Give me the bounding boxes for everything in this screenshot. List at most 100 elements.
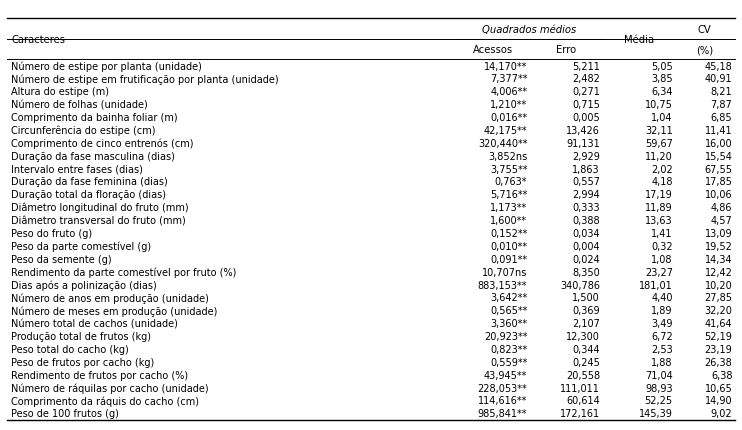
Text: Erro: Erro [556, 45, 576, 55]
Text: 1,88: 1,88 [651, 357, 673, 367]
Text: Número de anos em produção (unidade): Número de anos em produção (unidade) [11, 292, 209, 303]
Text: 3,85: 3,85 [651, 74, 673, 84]
Text: 10,65: 10,65 [705, 383, 732, 393]
Text: 0,344: 0,344 [572, 344, 600, 354]
Text: Acessos: Acessos [473, 45, 513, 55]
Text: 32,11: 32,11 [645, 126, 673, 135]
Text: 15,54: 15,54 [704, 151, 732, 161]
Text: (%): (%) [696, 45, 713, 55]
Text: Número de ráquilas por cacho (unidade): Número de ráquilas por cacho (unidade) [11, 382, 209, 393]
Text: Número total de cachos (unidade): Número total de cachos (unidade) [11, 319, 178, 329]
Text: 12,42: 12,42 [704, 267, 732, 277]
Text: 71,04: 71,04 [645, 370, 673, 380]
Text: 13,09: 13,09 [705, 228, 732, 238]
Text: 6,38: 6,38 [711, 370, 732, 380]
Text: Peso de frutos por cacho (kg): Peso de frutos por cacho (kg) [11, 357, 154, 367]
Text: 1,210**: 1,210** [490, 100, 528, 110]
Text: Peso da semente (g): Peso da semente (g) [11, 254, 112, 264]
Text: Comprimento de cinco entrenós (cm): Comprimento de cinco entrenós (cm) [11, 138, 194, 149]
Text: 5,716**: 5,716** [490, 190, 528, 200]
Text: 1,863: 1,863 [572, 164, 600, 174]
Text: 43,945**: 43,945** [484, 370, 528, 380]
Text: 23,27: 23,27 [645, 267, 673, 277]
Text: Número de folhas (unidade): Número de folhas (unidade) [11, 100, 148, 110]
Text: 0,388: 0,388 [572, 215, 600, 226]
Text: 1,41: 1,41 [651, 228, 673, 238]
Text: Número de estipe em frutificação por planta (unidade): Número de estipe em frutificação por pla… [11, 74, 279, 84]
Text: 20,923**: 20,923** [484, 331, 528, 341]
Text: 45,18: 45,18 [705, 61, 732, 71]
Text: 16,00: 16,00 [705, 138, 732, 148]
Text: 41,64: 41,64 [705, 319, 732, 329]
Text: 114,616**: 114,616** [478, 396, 528, 405]
Text: 8,350: 8,350 [572, 267, 600, 277]
Text: 145,39: 145,39 [639, 408, 673, 418]
Text: 5,05: 5,05 [651, 61, 673, 71]
Text: 0,091**: 0,091** [490, 254, 528, 264]
Text: 883,153**: 883,153** [478, 280, 528, 290]
Text: 2,53: 2,53 [651, 344, 673, 354]
Text: 40,91: 40,91 [705, 74, 732, 84]
Text: 23,19: 23,19 [705, 344, 732, 354]
Text: 5,211: 5,211 [572, 61, 600, 71]
Text: 0,024: 0,024 [572, 254, 600, 264]
Text: Duração da fase masculina (dias): Duração da fase masculina (dias) [11, 151, 175, 161]
Text: 0,557: 0,557 [572, 177, 600, 187]
Text: 67,55: 67,55 [704, 164, 732, 174]
Text: CV: CV [698, 25, 712, 34]
Text: 0,823**: 0,823** [490, 344, 528, 354]
Text: 2,929: 2,929 [572, 151, 600, 161]
Text: 6,85: 6,85 [711, 113, 732, 123]
Text: 10,75: 10,75 [645, 100, 673, 110]
Text: 172,161: 172,161 [560, 408, 600, 418]
Text: 1,500: 1,500 [572, 293, 600, 303]
Text: Rendimento de frutos por cacho (%): Rendimento de frutos por cacho (%) [11, 370, 188, 380]
Text: Caracteres: Caracteres [11, 34, 65, 44]
Text: 14,170**: 14,170** [484, 61, 528, 71]
Text: 13,426: 13,426 [566, 126, 600, 135]
Text: 4,40: 4,40 [651, 293, 673, 303]
Text: 11,41: 11,41 [705, 126, 732, 135]
Text: Duração total da floração (dias): Duração total da floração (dias) [11, 190, 166, 200]
Text: Comprimento da bainha foliar (m): Comprimento da bainha foliar (m) [11, 113, 177, 123]
Text: 0,565**: 0,565** [490, 306, 528, 316]
Text: 17,19: 17,19 [645, 190, 673, 200]
Text: 4,57: 4,57 [711, 215, 732, 226]
Text: 17,85: 17,85 [704, 177, 732, 187]
Text: 0,763*: 0,763* [495, 177, 528, 187]
Text: Duração da fase feminina (dias): Duração da fase feminina (dias) [11, 177, 168, 187]
Text: Rendimento da parte comestível por fruto (%): Rendimento da parte comestível por fruto… [11, 267, 237, 277]
Text: Comprimento da ráquis do cacho (cm): Comprimento da ráquis do cacho (cm) [11, 395, 199, 406]
Text: 6,72: 6,72 [651, 331, 673, 341]
Text: Diâmetro transversal do fruto (mm): Diâmetro transversal do fruto (mm) [11, 215, 185, 226]
Text: 52,25: 52,25 [645, 396, 673, 405]
Text: Peso total do cacho (kg): Peso total do cacho (kg) [11, 344, 129, 354]
Text: 0,369: 0,369 [572, 306, 600, 316]
Text: Altura do estipe (m): Altura do estipe (m) [11, 87, 109, 97]
Text: 340,786: 340,786 [560, 280, 600, 290]
Text: Produção total de frutos (kg): Produção total de frutos (kg) [11, 331, 151, 341]
Text: 19,52: 19,52 [704, 241, 732, 251]
Text: 0,333: 0,333 [572, 203, 600, 213]
Text: 0,715: 0,715 [572, 100, 600, 110]
Text: Quadrados médios: Quadrados médios [482, 25, 577, 34]
Text: 52,19: 52,19 [704, 331, 732, 341]
Text: 4,18: 4,18 [651, 177, 673, 187]
Text: 7,377**: 7,377** [490, 74, 528, 84]
Text: 1,04: 1,04 [651, 113, 673, 123]
Text: 0,010**: 0,010** [490, 241, 528, 251]
Text: 3,642**: 3,642** [490, 293, 528, 303]
Text: 3,755**: 3,755** [490, 164, 528, 174]
Text: 228,053**: 228,053** [478, 383, 528, 393]
Text: 7,87: 7,87 [711, 100, 732, 110]
Text: 91,131: 91,131 [566, 138, 600, 148]
Text: 0,005: 0,005 [572, 113, 600, 123]
Text: 32,20: 32,20 [704, 306, 732, 316]
Text: Circunferência do estipe (cm): Circunferência do estipe (cm) [11, 126, 156, 136]
Text: 10,707ns: 10,707ns [482, 267, 528, 277]
Text: 320,440**: 320,440** [478, 138, 528, 148]
Text: Intervalo entre fases (dias): Intervalo entre fases (dias) [11, 164, 143, 174]
Text: Peso do fruto (g): Peso do fruto (g) [11, 228, 92, 238]
Text: 181,01: 181,01 [639, 280, 673, 290]
Text: 13,63: 13,63 [645, 215, 673, 226]
